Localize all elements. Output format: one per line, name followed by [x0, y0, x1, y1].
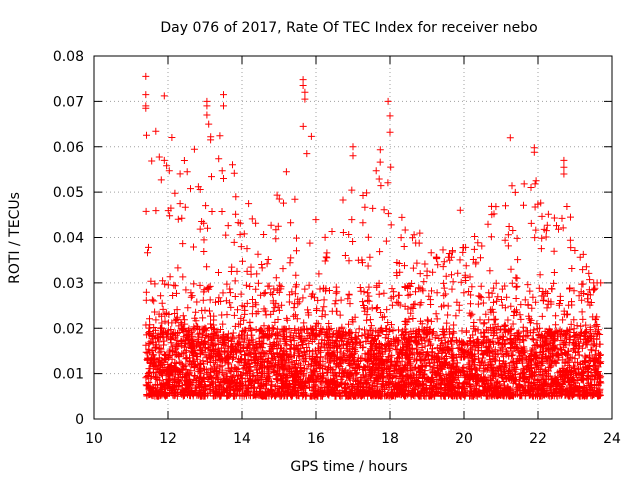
x-tick-labels: 10 12 14 16 18 20 22 24	[85, 431, 621, 447]
y-tick-label: 0.06	[53, 140, 84, 156]
y-tick-label: 0.04	[53, 231, 84, 247]
y-tick-label: 0.02	[53, 321, 84, 337]
data-points	[142, 72, 605, 400]
y-tick-label: 0.01	[53, 367, 84, 383]
y-axis-label: ROTI / TECUs	[7, 192, 23, 284]
y-tick-label: 0.05	[53, 185, 84, 201]
y-tick-labels: 0 0.01 0.02 0.03 0.04 0.05 0.06 0.07 0.08	[53, 49, 84, 428]
x-tick-label: 12	[159, 431, 177, 447]
y-tick-label: 0.08	[53, 49, 84, 65]
x-tick-label: 24	[603, 431, 621, 447]
x-tick-label: 18	[381, 431, 399, 447]
y-tick-label: 0	[75, 412, 84, 428]
x-tick-label: 10	[85, 431, 103, 447]
x-tick-label: 20	[455, 431, 473, 447]
x-tick-label: 16	[307, 431, 325, 447]
y-tick-label: 0.03	[53, 276, 84, 292]
chart-title: Day 076 of 2017, Rate Of TEC Index for r…	[160, 20, 537, 36]
x-tick-label: 14	[233, 431, 251, 447]
y-tick-label: 0.07	[53, 94, 84, 110]
roti-points	[142, 72, 605, 400]
x-axis-label: GPS time / hours	[290, 459, 407, 475]
x-tick-label: 22	[529, 431, 547, 447]
axis-ticks	[93, 55, 613, 420]
